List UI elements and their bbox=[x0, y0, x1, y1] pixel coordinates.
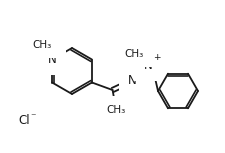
Text: N: N bbox=[48, 53, 56, 66]
Text: N: N bbox=[128, 74, 137, 87]
Text: CH₃: CH₃ bbox=[106, 105, 125, 115]
Text: CH₃: CH₃ bbox=[32, 40, 51, 50]
Text: CH₃: CH₃ bbox=[125, 49, 144, 59]
Text: N: N bbox=[144, 59, 153, 72]
Text: +: + bbox=[153, 53, 161, 62]
Text: Cl: Cl bbox=[18, 114, 30, 127]
Text: ⁻: ⁻ bbox=[30, 112, 36, 122]
